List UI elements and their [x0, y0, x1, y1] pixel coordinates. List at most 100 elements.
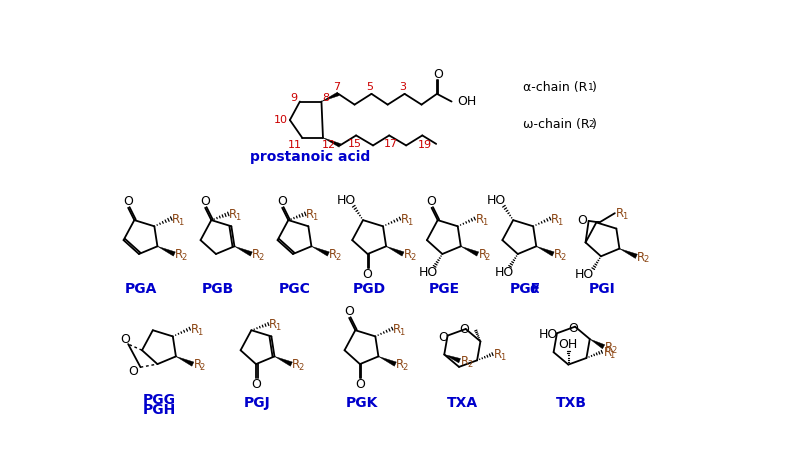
Text: 2: 2 — [467, 360, 472, 369]
Text: 11: 11 — [287, 140, 301, 150]
Text: 10: 10 — [273, 115, 287, 125]
Text: PGG: PGG — [142, 392, 175, 407]
Polygon shape — [321, 92, 339, 101]
Text: HO: HO — [494, 266, 513, 279]
Text: 1: 1 — [500, 353, 504, 362]
Text: 8: 8 — [322, 93, 329, 103]
Text: O: O — [363, 267, 372, 281]
Polygon shape — [619, 248, 637, 258]
Polygon shape — [311, 246, 329, 256]
Text: HO: HO — [573, 268, 593, 281]
Polygon shape — [378, 356, 396, 366]
Text: 1: 1 — [587, 83, 593, 92]
Text: 19: 19 — [418, 140, 432, 150]
Text: R: R — [401, 213, 409, 226]
Text: 1: 1 — [178, 218, 183, 227]
Polygon shape — [323, 138, 341, 147]
Text: O: O — [123, 195, 133, 208]
Text: 1: 1 — [311, 213, 317, 222]
Text: 1: 1 — [556, 218, 562, 227]
Text: 1: 1 — [235, 213, 240, 222]
Text: R: R — [252, 248, 260, 261]
Text: 3: 3 — [399, 82, 406, 92]
Text: PGC: PGC — [278, 283, 310, 296]
Text: O: O — [432, 68, 442, 81]
Text: R: R — [637, 251, 645, 264]
Text: ): ) — [591, 118, 596, 131]
Text: 17: 17 — [384, 139, 397, 149]
Text: HO: HO — [336, 193, 355, 207]
Text: R: R — [478, 248, 486, 261]
Text: ): ) — [591, 81, 596, 94]
Text: PGE: PGE — [427, 283, 459, 296]
Text: R: R — [175, 248, 183, 261]
Text: HO: HO — [418, 266, 438, 279]
Text: PGJ: PGJ — [244, 396, 271, 410]
Text: R: R — [475, 213, 483, 226]
Text: O: O — [344, 305, 354, 318]
Text: 1: 1 — [481, 218, 487, 227]
Polygon shape — [274, 356, 292, 366]
Text: 2: 2 — [181, 253, 187, 262]
Polygon shape — [589, 339, 604, 349]
Text: 2: 2 — [560, 253, 564, 262]
Text: O: O — [277, 195, 287, 208]
Text: 12: 12 — [322, 140, 336, 150]
Text: α: α — [529, 283, 539, 296]
Text: PGB: PGB — [201, 283, 234, 296]
Text: O: O — [200, 195, 210, 208]
Text: 2: 2 — [587, 120, 593, 129]
Text: 1: 1 — [399, 328, 404, 337]
Polygon shape — [535, 246, 553, 256]
Text: 1: 1 — [406, 218, 412, 227]
Text: 2: 2 — [258, 253, 264, 262]
Text: O: O — [354, 378, 364, 391]
Text: 2: 2 — [298, 363, 303, 372]
Text: R: R — [604, 341, 612, 354]
Text: R: R — [172, 213, 180, 226]
Text: 1: 1 — [609, 351, 614, 360]
Text: R: R — [493, 348, 501, 361]
Text: 15: 15 — [347, 139, 361, 149]
Text: R: R — [553, 248, 561, 261]
Text: O: O — [437, 330, 448, 344]
Text: 2: 2 — [200, 363, 204, 372]
Text: R: R — [229, 208, 237, 221]
Text: PGH: PGH — [142, 402, 175, 417]
Polygon shape — [461, 246, 478, 256]
Text: PGI: PGI — [589, 283, 615, 296]
Text: R: R — [328, 248, 337, 261]
Text: 2: 2 — [484, 253, 489, 262]
Text: 2: 2 — [401, 363, 407, 372]
Text: OH: OH — [457, 95, 475, 108]
Text: R: R — [306, 208, 314, 221]
Text: R: R — [191, 323, 199, 336]
Text: R: R — [550, 213, 558, 226]
Text: O: O — [459, 323, 469, 336]
Text: O: O — [577, 214, 586, 228]
Text: PGF: PGF — [508, 283, 540, 296]
Text: TXA: TXA — [446, 396, 478, 410]
Text: PGA: PGA — [124, 283, 157, 296]
Text: 5: 5 — [366, 82, 373, 92]
Text: O: O — [127, 365, 138, 378]
Text: R: R — [393, 323, 401, 336]
Text: ω-chain (R: ω-chain (R — [522, 118, 589, 131]
Polygon shape — [176, 356, 194, 366]
Polygon shape — [234, 246, 252, 256]
Text: O: O — [251, 378, 260, 391]
Text: HO: HO — [538, 328, 557, 341]
Text: R: R — [292, 358, 300, 372]
Text: 2: 2 — [335, 253, 340, 262]
Text: R: R — [193, 358, 201, 372]
Text: TXB: TXB — [556, 396, 586, 410]
Text: O: O — [426, 195, 436, 208]
Text: R: R — [268, 319, 277, 331]
Polygon shape — [444, 355, 460, 363]
Text: α-chain (R: α-chain (R — [522, 81, 587, 94]
Text: 2: 2 — [611, 346, 616, 355]
Text: 1: 1 — [622, 212, 627, 221]
Text: R: R — [403, 248, 411, 261]
Text: PGD: PGD — [352, 283, 385, 296]
Text: R: R — [603, 346, 611, 359]
